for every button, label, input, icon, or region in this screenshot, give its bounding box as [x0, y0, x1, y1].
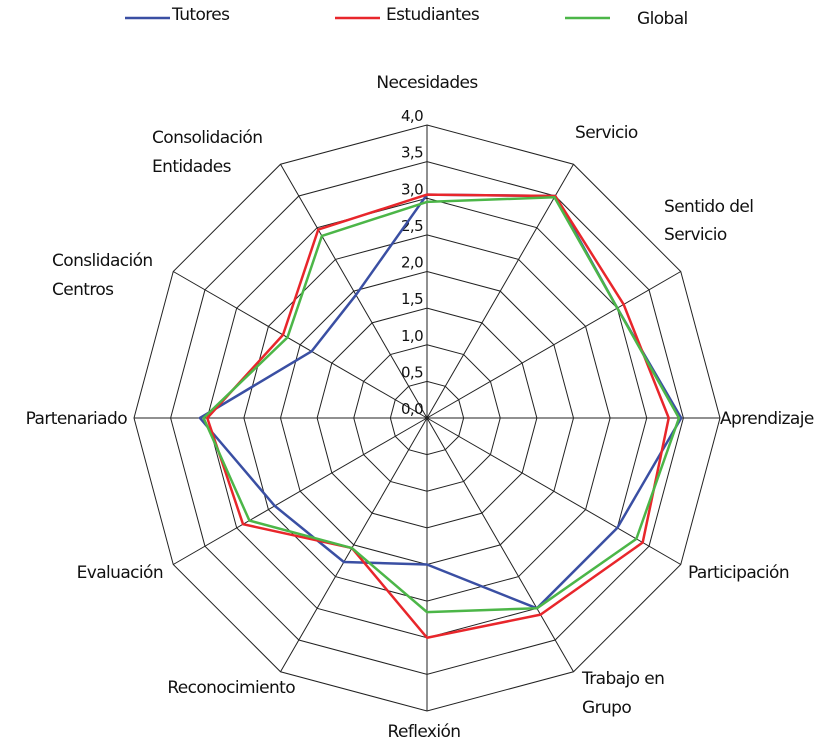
- category-label: Centros: [52, 280, 114, 300]
- spoke: [426, 271, 681, 419]
- series-line: [202, 195, 681, 614]
- tick-label: 1,0: [401, 327, 423, 345]
- tick-label: 3,0: [401, 180, 423, 198]
- tick-label: 1,5: [401, 290, 423, 308]
- spoke: [173, 271, 428, 419]
- spoke: [426, 417, 681, 565]
- category-label: Entidades: [152, 157, 232, 177]
- tick-label: 0,5: [401, 363, 423, 381]
- spoke: [173, 417, 428, 565]
- category-label: Evaluación: [77, 563, 163, 583]
- spoke: [280, 164, 428, 419]
- legend-label: Tutores: [171, 5, 230, 25]
- category-label: Necesidades: [376, 73, 478, 93]
- category-label: Trabajo en: [581, 669, 664, 689]
- legend-label: Global: [637, 9, 688, 29]
- tick-label: 2,0: [401, 254, 423, 272]
- category-label: Conslidación: [52, 251, 153, 271]
- spoke: [426, 417, 574, 672]
- category-label: Reconocimiento: [167, 678, 295, 698]
- tick-label: 0,0: [401, 400, 423, 418]
- legend-label: Estudiantes: [386, 5, 480, 25]
- category-label: Sentido del: [664, 197, 753, 217]
- category-label: Servicio: [575, 123, 638, 143]
- category-label: Partenariado: [26, 409, 128, 429]
- spoke: [280, 417, 428, 672]
- tick-label: 3,5: [401, 144, 423, 162]
- series-line: [206, 193, 670, 639]
- series-line: [198, 193, 683, 610]
- category-label: Aprendizaje: [720, 409, 814, 429]
- category-label: Participación: [688, 563, 789, 583]
- spoke: [426, 164, 574, 419]
- category-label: Servicio: [664, 225, 727, 245]
- category-label: Consolidación: [152, 128, 262, 148]
- tick-label: 4,0: [401, 107, 423, 125]
- category-label: Grupo: [582, 698, 631, 718]
- category-label: Reflexión: [388, 722, 461, 742]
